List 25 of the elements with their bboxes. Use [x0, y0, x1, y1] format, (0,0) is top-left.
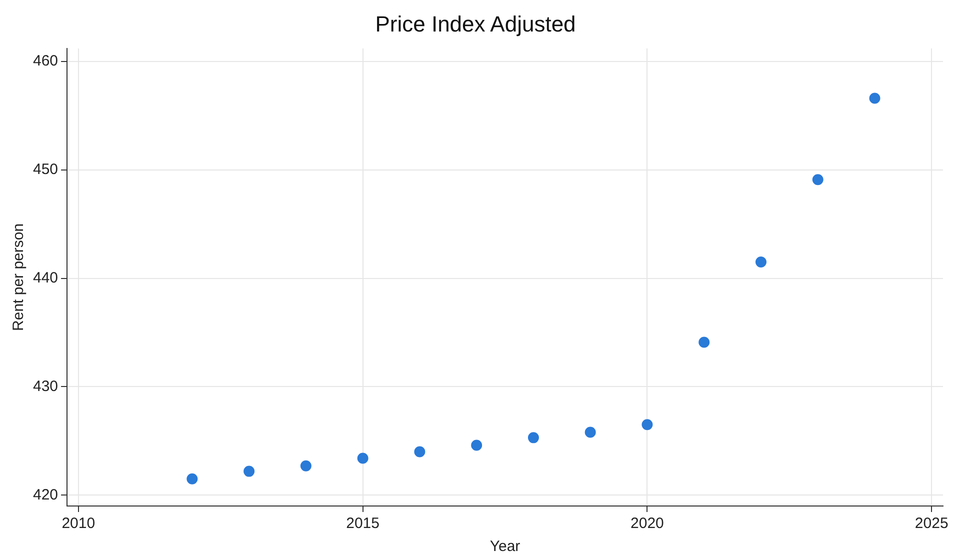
x-tick-label: 2015: [346, 515, 380, 532]
y-tick-label: 420: [32, 486, 58, 504]
point: [642, 419, 653, 430]
point: [300, 460, 312, 472]
point: [414, 446, 426, 458]
x-tick-label: 2020: [630, 515, 664, 532]
y-axis-title: Rent per person: [10, 223, 28, 331]
point: [186, 473, 198, 484]
y-tick-label: 450: [32, 160, 58, 178]
x-tick-label: 2025: [914, 515, 948, 532]
point: [244, 466, 255, 477]
point: [869, 92, 880, 104]
x-tick-label: 2010: [62, 515, 96, 532]
point: [698, 336, 710, 348]
x-axis-title: Year: [490, 538, 520, 556]
chart-title: Price Index Adjusted: [375, 11, 576, 36]
point: [528, 432, 539, 444]
point: [812, 174, 824, 186]
y-tick-label: 460: [32, 52, 58, 70]
y-tick-label: 430: [32, 378, 58, 395]
point: [755, 256, 766, 268]
point: [584, 426, 596, 438]
y-tick-label: 440: [32, 269, 58, 286]
point: [471, 440, 482, 451]
point: [357, 452, 368, 464]
